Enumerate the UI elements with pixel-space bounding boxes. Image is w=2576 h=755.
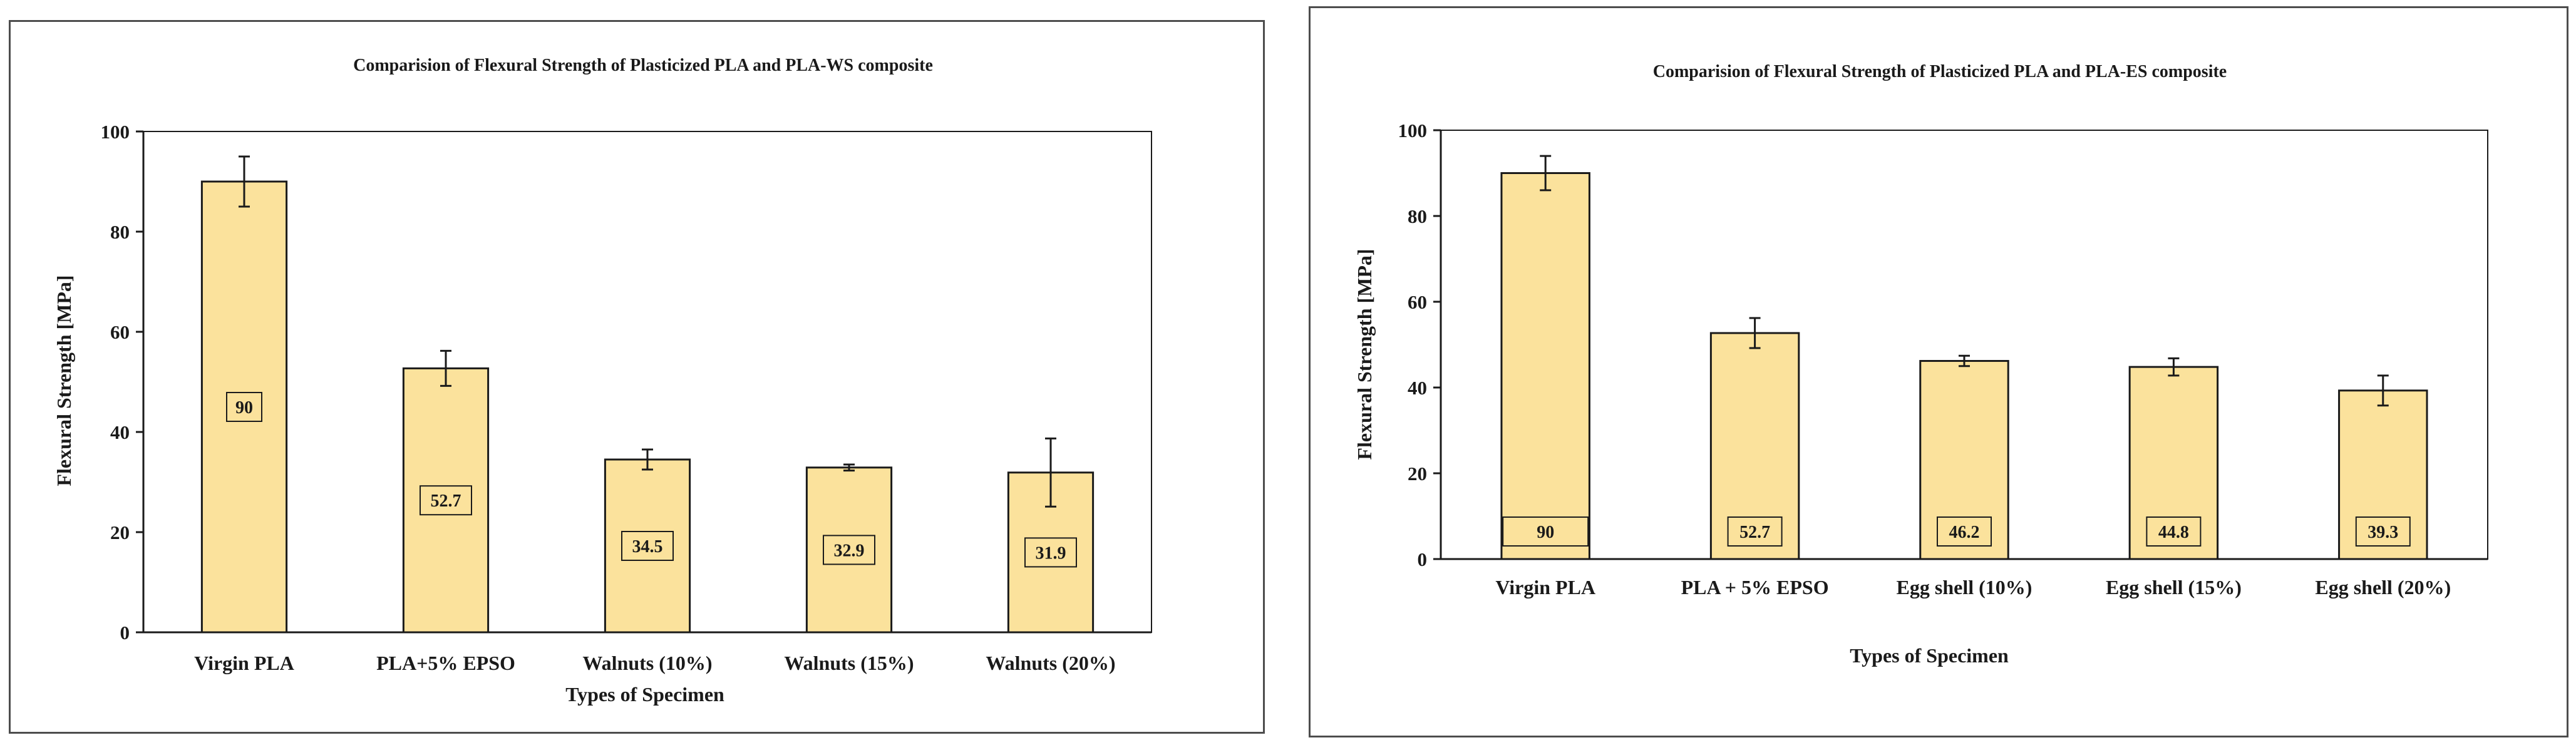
x-tick-label: Virgin PLA	[1495, 576, 1595, 598]
data-label: 39.3	[2367, 523, 2398, 542]
data-label: 52.7	[1739, 523, 1770, 542]
data-label-box	[226, 392, 262, 422]
y-tick-label: 0	[120, 622, 130, 644]
data-label: 32.9	[834, 541, 865, 560]
chart-title: Comparision of Flexural Strength of Plas…	[1653, 62, 2227, 81]
x-tick-label: Virgin PLA	[194, 652, 294, 674]
x-tick-label: Egg shell (15%)	[2106, 576, 2242, 598]
data-label-box	[2355, 516, 2411, 547]
y-tick-label: 40	[1408, 377, 1427, 399]
data-label: 34.5	[632, 537, 663, 557]
y-tick-label: 60	[110, 321, 130, 343]
data-label-box	[1024, 537, 1077, 568]
chart-panel-walnut: Comparision of Flexural Strength of Plas…	[9, 20, 1265, 734]
data-label: 90	[1537, 523, 1554, 542]
data-label-box	[823, 535, 875, 565]
chart-svg-walnut: Comparision of Flexural Strength of Plas…	[53, 56, 1152, 706]
chart-panel-eggshell: Comparision of Flexural Strength of Plas…	[1309, 6, 2568, 737]
y-tick-label: 20	[110, 521, 130, 543]
x-tick-label: Walnuts (15%)	[784, 652, 914, 674]
data-label-box	[1727, 516, 1783, 547]
data-label-box	[621, 531, 674, 561]
y-tick-label: 80	[110, 221, 130, 243]
data-label-box	[2146, 516, 2202, 547]
bar	[1500, 172, 1590, 560]
x-axis-label: Types of Specimen	[1850, 644, 2009, 667]
chart-title: Comparision of Flexural Strength of Plas…	[353, 56, 933, 75]
data-label-box	[1502, 516, 1589, 547]
data-label: 52.7	[431, 491, 461, 511]
y-tick-label: 0	[1418, 548, 1428, 570]
data-label: 31.9	[1036, 543, 1066, 563]
y-tick-label: 100	[1398, 120, 1428, 141]
y-axis-label: Flexural Strength [MPa]	[53, 275, 75, 486]
x-tick-label: Walnuts (10%)	[582, 652, 712, 674]
y-tick-label: 80	[1408, 205, 1427, 227]
y-tick-label: 40	[110, 421, 130, 443]
x-tick-label: Egg shell (10%)	[1897, 576, 2032, 598]
x-tick-label: PLA + 5% EPSO	[1681, 576, 1829, 598]
x-tick-label: Walnuts (20%)	[986, 652, 1115, 674]
y-tick-label: 60	[1408, 291, 1427, 313]
data-label: 90	[235, 398, 253, 418]
chart-marks: 0 20 40 60 80 100 90 Virgin PLA 52.7 PLA+5% EPSO 3…	[101, 121, 1116, 674]
data-label-box	[1937, 516, 1992, 547]
chart-svg-eggshell: Comparision of Flexural Strength of Plas…	[1353, 62, 2488, 667]
data-label: 46.2	[1949, 523, 1980, 542]
x-tick-label: PLA+5% EPSO	[376, 652, 515, 674]
y-axis-label: Flexural Strength [MPa]	[1353, 249, 1376, 460]
x-tick-label: Egg shell (20%)	[2315, 576, 2451, 598]
y-tick-label: 100	[101, 121, 130, 143]
x-axis-label: Types of Specimen	[565, 683, 724, 706]
y-tick-label: 20	[1408, 463, 1427, 485]
data-label-box	[420, 485, 472, 516]
data-label: 44.8	[2158, 523, 2189, 542]
chart-marks: 0 20 40 60 80 100 90 Virgin PLA 52.7 PLA + 5% EPS…	[1398, 120, 2451, 598]
